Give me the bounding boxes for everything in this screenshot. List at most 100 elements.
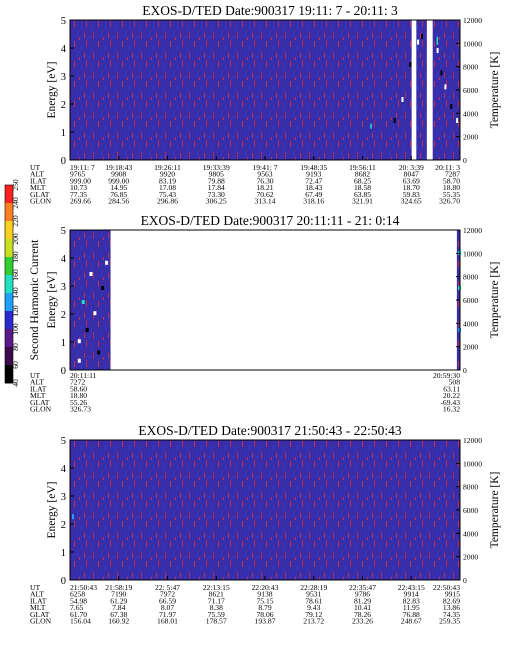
row-value: 7287 [445, 170, 460, 179]
colorbar-tick-label: 250 [11, 179, 20, 191]
row-value: 20.22 [443, 391, 460, 400]
row-value: 55.35 [443, 190, 460, 199]
row-value: 318.16 [303, 197, 324, 206]
y2tick-label: 2000 [463, 133, 478, 142]
y2tick-label: 0 [463, 366, 467, 375]
row-value: 8682 [355, 170, 370, 179]
row-value: 8.38 [210, 603, 223, 612]
signal-mark [77, 339, 81, 344]
row-value: 76.30 [256, 176, 273, 185]
row-value: 74.35 [443, 610, 460, 619]
y2tick-label: 8000 [463, 63, 478, 72]
row-value: 326.73 [70, 405, 91, 414]
row-value: 82.83 [403, 596, 420, 605]
ytick-label: 1 [61, 338, 66, 349]
row-value: 63.85 [354, 190, 371, 199]
row-label-glat: GLAT [30, 610, 50, 619]
panel-title: EXOS-D/TED Date:900317 20:11:11 - 21: 0:… [141, 213, 400, 228]
row-value: 20:59:30 [433, 371, 460, 380]
colorbar-tick-label: 180 [11, 251, 20, 263]
y2tick-label: 8000 [463, 273, 478, 282]
data-gap [411, 20, 417, 160]
row-value: 76.85 [110, 190, 127, 199]
colorbar-segment [5, 239, 13, 258]
colorbar-segment [5, 293, 13, 312]
ytick-label: 5 [61, 16, 66, 27]
signal-mark [93, 311, 97, 316]
signal-mark [421, 34, 423, 39]
row-value: 20:11:11 [70, 371, 97, 380]
row-value: 8.79 [258, 603, 271, 612]
colorbar-tick-label: 40 [11, 379, 20, 387]
row-value: 61.70 [70, 610, 87, 619]
y2tick-label: 12000 [463, 436, 482, 445]
row-value: 82.69 [443, 596, 460, 605]
row-label-glat: GLAT [30, 398, 50, 407]
row-value: 79.88 [208, 176, 225, 185]
colorbar-segment [5, 185, 13, 204]
y2tick-label: 0 [463, 156, 467, 165]
row-value: 313.14 [255, 197, 276, 206]
row-value: 13.86 [443, 603, 460, 612]
row-value: 321.91 [352, 197, 373, 206]
row-value: -69.43 [440, 398, 460, 407]
row-value: 233.26 [352, 617, 373, 626]
row-value: 63.69 [403, 176, 420, 185]
row-value: 75.15 [256, 596, 273, 605]
colorbar-segment [5, 275, 13, 294]
colorbar-segment [5, 347, 13, 366]
row-label-mlt: MLT [30, 183, 46, 192]
colorbar-tick-label: 140 [11, 287, 20, 299]
row-label-mlt: MLT [30, 391, 46, 400]
row-value: 22:28:19 [300, 583, 327, 592]
y2tick-label: 6000 [463, 86, 478, 95]
signal-mark [370, 123, 372, 129]
colorbar-tick-label: 80 [11, 343, 20, 351]
row-value: 78.26 [354, 610, 371, 619]
ytick-label: 1 [61, 128, 66, 139]
row-value: 7272 [70, 378, 85, 387]
row-value: 8621 [209, 590, 224, 599]
row-label-mlt: MLT [30, 603, 46, 612]
ytick-label: 4 [61, 464, 67, 475]
signal-mark [440, 70, 443, 76]
y2tick-label: 12000 [463, 16, 482, 25]
colorbar-segment [5, 257, 13, 276]
signal-mark [444, 84, 447, 90]
y-axis-label: Energy [eV] [46, 482, 58, 539]
row-label-ut: UT [30, 163, 40, 172]
y2tick-label: 2000 [463, 343, 478, 352]
y-axis-label: Energy [eV] [46, 272, 58, 329]
row-value: 75.59 [208, 610, 225, 619]
panel-2: EXOS-D/TED Date:900317 20:11:11 - 21: 0:… [30, 213, 501, 414]
row-value: 9138 [257, 590, 272, 599]
panels-layer: EXOS-D/TED Date:900317 19:11: 7 - 20:11:… [30, 3, 501, 626]
row-value: 76.88 [403, 610, 420, 619]
row-label-alt: ALT [30, 590, 44, 599]
row-value: 9563 [257, 170, 272, 179]
signal-mark [450, 104, 453, 109]
row-value: 9786 [355, 590, 370, 599]
row-value: 156.04 [70, 617, 91, 626]
row-value: 14.95 [110, 183, 127, 192]
ytick-label: 4 [61, 44, 67, 55]
ytick-label: 3 [61, 282, 66, 293]
signal-mark [81, 300, 85, 304]
row-value: 306.25 [206, 197, 227, 206]
row-value: 19:48:35 [300, 163, 327, 172]
row-label-ilat: ILAT [30, 176, 47, 185]
ytick-label: 3 [61, 492, 66, 503]
signal-mark [436, 48, 439, 53]
y2tick-label: 8000 [463, 483, 478, 492]
row-value: 22: 5:47 [155, 583, 180, 592]
row-value: 999.00 [108, 176, 129, 185]
signal-mark [89, 272, 93, 276]
row-value: 22:13:15 [203, 583, 230, 592]
row-value: 19:11: 7 [70, 163, 95, 172]
row-value: 67.49 [305, 190, 322, 199]
row-value: 7190 [111, 590, 126, 599]
row-label-ilat: ILAT [30, 596, 47, 605]
y2-axis-label: Temperature [K] [489, 472, 501, 549]
row-value: 61.29 [110, 596, 127, 605]
